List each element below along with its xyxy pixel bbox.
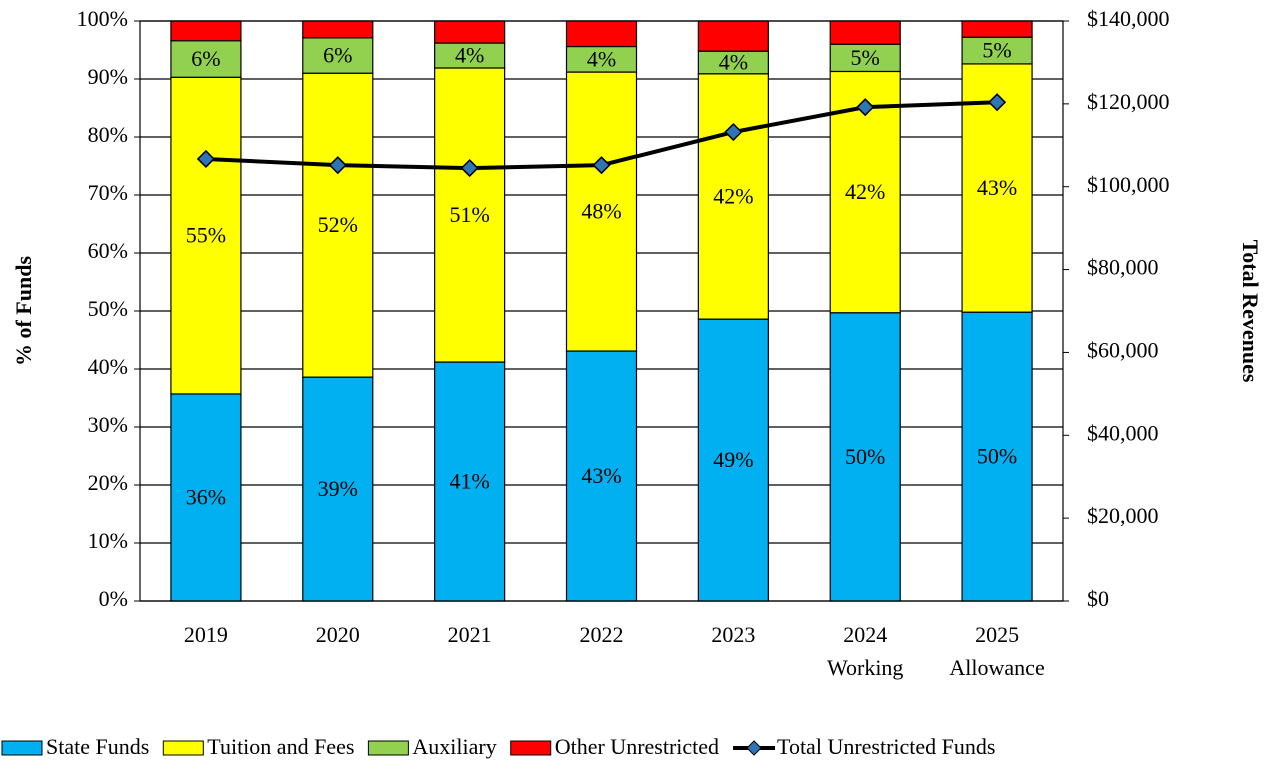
bar [434, 67, 506, 363]
x-tick-label: 2024 [843, 622, 887, 647]
bar [302, 376, 374, 602]
bar [170, 20, 242, 42]
data-label: 52% [318, 212, 358, 237]
y-tick-label: 30% [88, 412, 128, 437]
data-label: 42% [713, 183, 753, 208]
legend-swatch [367, 740, 409, 756]
legend-swatch [510, 740, 552, 756]
data-label: 6% [191, 46, 220, 71]
data-label: 48% [581, 199, 621, 224]
line-marker [328, 156, 347, 175]
plot-border [139, 20, 1064, 602]
y2-tick-label: $40,000 [1087, 420, 1159, 445]
y2-tick-label: $60,000 [1087, 337, 1159, 362]
data-label: 42% [845, 179, 885, 204]
y2-tick-label: $80,000 [1087, 255, 1159, 280]
y2-axis-title: Total Revenues [1238, 240, 1263, 383]
y-axis-title: % of Funds [11, 256, 36, 366]
bar [434, 20, 506, 44]
data-label: 36% [186, 485, 226, 510]
y-tick-label: 10% [88, 528, 128, 553]
data-label: 51% [449, 202, 489, 227]
bar [829, 43, 901, 73]
legend-marker [746, 740, 762, 756]
x-tick-label: 2023 [711, 622, 755, 647]
line-marker [460, 159, 479, 178]
line-marker [196, 149, 215, 169]
y-tick-label: 90% [88, 64, 128, 89]
legend-label: Auxiliary [412, 734, 496, 759]
bar [302, 20, 374, 39]
data-label: 6% [323, 43, 352, 68]
data-label: 4% [455, 43, 484, 68]
line-marker [592, 156, 611, 175]
data-label: 41% [449, 469, 489, 494]
bar [565, 45, 638, 73]
bar [302, 72, 374, 378]
x-tick-label: 2020 [316, 622, 360, 647]
data-label: 4% [587, 46, 616, 71]
y-tick-label: 70% [88, 180, 128, 205]
y-tick-label: 100% [77, 6, 128, 31]
line-marker [856, 98, 875, 117]
y2-tick-label: $0 [1087, 586, 1109, 611]
y-tick-label: 80% [88, 122, 128, 147]
x-tick-sublabel: Working [827, 655, 903, 680]
y-tick-label: 0% [99, 586, 128, 611]
bar [697, 73, 769, 320]
data-label: 39% [318, 476, 358, 501]
y-tick-label: 20% [88, 470, 128, 495]
legend-label: Total Unrestricted Funds [777, 734, 995, 759]
data-label: 43% [977, 175, 1017, 200]
data-label: 43% [581, 463, 621, 488]
legend-label: Other Unrestricted [555, 734, 719, 759]
y-tick-label: 60% [88, 238, 128, 263]
bar [829, 312, 901, 602]
data-label: 50% [845, 444, 885, 469]
x-tick-label: 2021 [448, 622, 492, 647]
bar [565, 71, 638, 352]
data-label: 5% [851, 45, 880, 70]
x-tick-label: 2025 [975, 622, 1019, 647]
legend-swatch [1, 740, 43, 756]
y2-tick-label: $100,000 [1087, 172, 1170, 197]
bar [170, 40, 242, 78]
legend-label: State Funds [46, 734, 149, 759]
bar [697, 318, 769, 602]
x-tick-label: 2019 [184, 622, 228, 647]
y2-tick-label: $140,000 [1087, 6, 1170, 31]
y-tick-label: 40% [88, 354, 128, 379]
bar [697, 20, 769, 52]
data-label: 55% [186, 223, 226, 248]
legend-label: Tuition and Fees [207, 734, 354, 759]
line-marker [988, 93, 1007, 112]
bar [829, 20, 901, 45]
line-marker [724, 122, 743, 142]
data-label: 50% [977, 444, 1017, 469]
legend-swatch [162, 740, 204, 756]
y2-tick-label: $20,000 [1087, 503, 1159, 528]
x-tick-sublabel: Allowance [949, 655, 1044, 680]
data-label: 4% [719, 50, 748, 75]
bar [302, 37, 374, 74]
bar [170, 76, 242, 395]
y-tick-label: 50% [88, 296, 128, 321]
bar [961, 20, 1033, 38]
data-label: 49% [713, 447, 753, 472]
bar [565, 20, 638, 48]
x-tick-label: 2022 [580, 622, 624, 647]
data-label: 5% [982, 38, 1011, 63]
y2-tick-label: $120,000 [1087, 89, 1170, 114]
bar [434, 361, 506, 602]
bar [170, 393, 242, 602]
